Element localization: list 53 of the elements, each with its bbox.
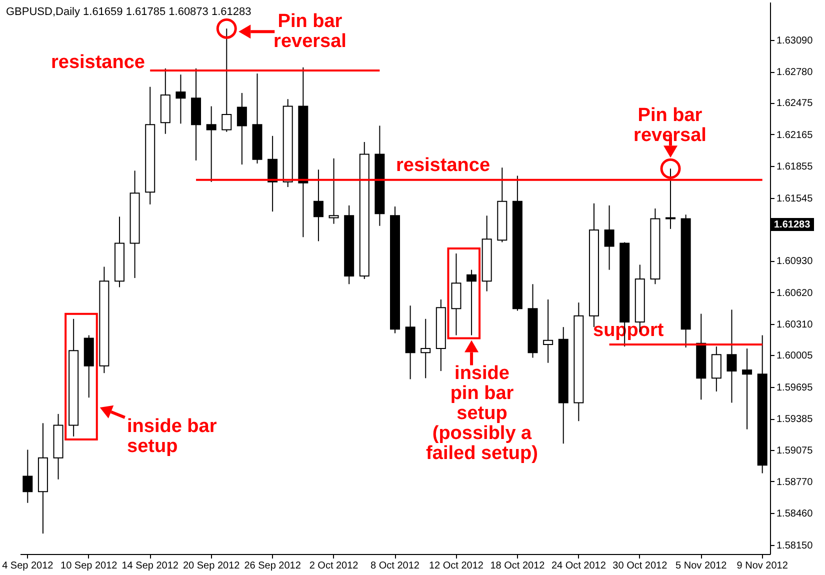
candlestick <box>466 269 477 336</box>
candlestick <box>206 106 216 182</box>
candlestick <box>268 135 278 212</box>
candlestick <box>236 92 247 166</box>
x-tick-label: 24 Oct 2012 <box>551 560 606 572</box>
candlestick <box>604 204 614 270</box>
y-tick-label: 1.60005 <box>776 350 814 362</box>
candlestick <box>313 169 324 242</box>
ref-line-label: 1.61283 <box>774 220 811 231</box>
x-tick-label: 10 Sep 2012 <box>60 560 118 572</box>
candlestick <box>726 309 737 404</box>
x-tick-label: 30 Oct 2012 <box>612 560 668 572</box>
x-tick-label: 20 Sep 2012 <box>182 560 240 572</box>
candlestick <box>711 346 722 392</box>
candlestick <box>420 318 431 379</box>
x-tick-label: 4 Sep 2012 <box>2 560 54 572</box>
candlestick <box>742 348 752 430</box>
x-tick-label: 8 Oct 2012 <box>370 560 420 572</box>
candlestick <box>328 158 339 224</box>
series-label: resistance <box>50 52 145 73</box>
y-tick-label: 1.62780 <box>776 67 814 78</box>
y-tick-label: 1.58770 <box>776 476 814 488</box>
candlestick <box>666 168 676 230</box>
y-tick-label: 1.62165 <box>776 130 814 141</box>
annotation: inside bar setup <box>127 416 218 457</box>
x-tick-label: 12 Oct 2012 <box>428 560 484 572</box>
y-tick-label: 1.59075 <box>776 446 814 457</box>
x-tick-label: 14 Sep 2012 <box>122 560 179 572</box>
y-tick-label: 1.63090 <box>776 35 814 46</box>
annotation: Pin bar reversal <box>274 11 346 52</box>
x-tick-label: 5 Nov 2012 <box>676 560 728 572</box>
y-tick-label: 1.61545 <box>776 193 814 204</box>
candlestick <box>22 449 33 504</box>
candlestick <box>176 74 186 124</box>
y-tick-label: 1.62475 <box>776 98 814 110</box>
x-tick-label: 2 Oct 2012 <box>309 560 359 572</box>
candlestick <box>543 298 554 364</box>
y-tick-label: 1.59695 <box>776 382 814 394</box>
chart-title: GBPUSD,Daily 1.61659 1.61785 1.60873 1.61283 <box>6 6 252 18</box>
y-tick-label: 1.58150 <box>776 540 814 552</box>
y-tick-label: 1.58460 <box>776 508 814 520</box>
y-tick-label: 1.60930 <box>776 256 814 268</box>
y-tick-label: 1.60620 <box>776 288 814 299</box>
series-label: resistance <box>396 155 490 176</box>
y-tick-label: 1.60310 <box>776 320 814 330</box>
candlestick <box>222 28 232 132</box>
x-tick-label: 9 Nov 2012 <box>736 560 788 572</box>
annotation: inside pin bar setup (possibly a failed setup) <box>426 363 538 464</box>
x-tick-label: 26 Sep 2012 <box>244 560 302 572</box>
y-tick-label: 1.59385 <box>776 414 814 426</box>
annotation: Pin bar reversal <box>634 105 706 146</box>
y-tick-label: 1.61855 <box>776 162 814 173</box>
x-tick-label: 18 Oct 2012 <box>490 560 546 572</box>
